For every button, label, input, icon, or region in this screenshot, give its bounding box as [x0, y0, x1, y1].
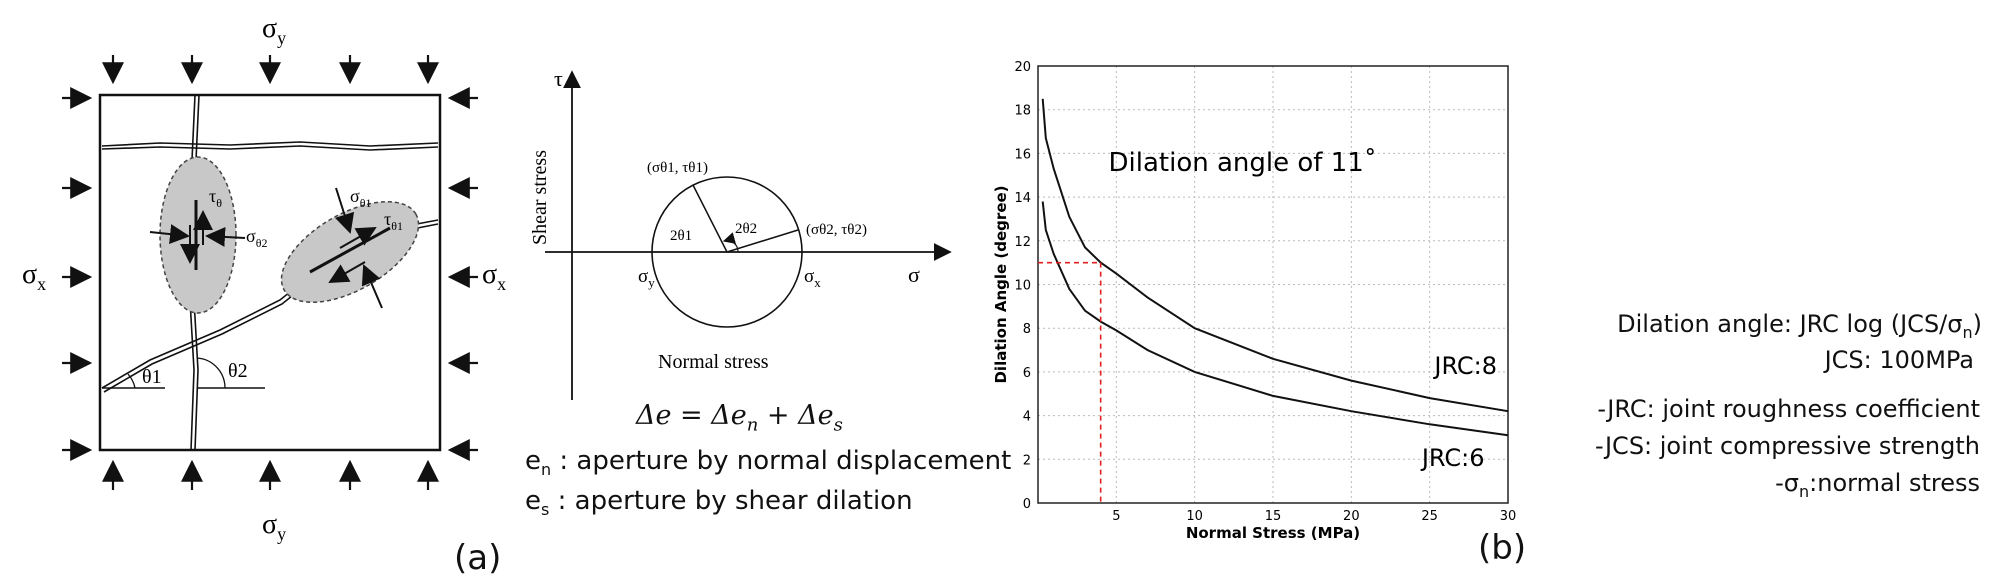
aperture-equation: Δe = Δen + Δes — [636, 400, 843, 436]
sigma-theta1-label: σθ1 — [350, 186, 371, 210]
mohr-circle-diagram: τ σ Shear stress Normal stress (σθ1, τθ1… — [529, 66, 952, 400]
x-tick-label: 10 — [1186, 509, 1203, 524]
y-tick-label: 14 — [1014, 191, 1031, 206]
x-tick-label: 20 — [1343, 509, 1360, 524]
definition-en: en : aperture by normal displacement — [525, 446, 1012, 480]
note-sigma-n: -σn:normal stress — [1775, 469, 1980, 501]
y-tick-label: 8 — [1023, 322, 1031, 337]
y-tick-label: 4 — [1023, 410, 1031, 425]
tau-theta-label: τθ — [209, 186, 222, 210]
chart-guide-lines — [1038, 261, 1102, 503]
angle1-label: 2θ1 — [670, 228, 692, 244]
shear-stress-label: Shear stress — [529, 150, 551, 245]
angle2-label: 2θ2 — [735, 221, 757, 237]
y-tick-label: 6 — [1023, 366, 1031, 381]
panel-b-label: (b) — [1478, 528, 1527, 568]
definition-es: es : aperture by shear dilation — [525, 486, 913, 520]
y-tick-label: 12 — [1014, 235, 1031, 250]
left-load-arrows — [62, 87, 93, 461]
normal-stress-label: Normal stress — [658, 351, 769, 373]
series-line-0 — [1041, 98, 1509, 413]
sigma-x-right-label: σx — [482, 259, 506, 294]
y-tick-label: 20 — [1014, 60, 1031, 75]
right-load-arrows — [447, 87, 478, 461]
chart-ticks: 5 10 15 20 25 30 0 2 4 6 8 10 12 14 16 18 20 — [1014, 60, 1516, 524]
x-tick-label: 30 — [1500, 509, 1517, 524]
x-tick-label: 25 — [1421, 509, 1438, 524]
rock-block — [98, 93, 442, 452]
y-tick-label: 16 — [1014, 147, 1031, 162]
top-load-arrows — [102, 55, 439, 85]
y-tick-label: 2 — [1023, 453, 1031, 468]
x-tick-label: 15 — [1265, 509, 1282, 524]
series-label-jrc8: JRC:8 — [1432, 352, 1497, 380]
x-axis-label: Normal Stress (MPa) — [1186, 524, 1360, 542]
sigma-y-point-label: σy — [638, 266, 655, 290]
chart-curves — [1041, 98, 1509, 437]
jcs-value-line: JCS: 100MPa — [1824, 346, 1974, 374]
note-jcs: -JCS: joint compressive strength — [1594, 432, 1980, 460]
dilation-annotation: Dilation angle of 11˚ — [1109, 148, 1377, 178]
point1-label: (σθ1, τθ1) — [647, 160, 708, 176]
formula-line: Dilation angle: JRC log (JCS/σn) — [1617, 310, 1982, 342]
y-axis-label: Dilation Angle (degree) — [992, 185, 1010, 383]
sigma-y-top-label: σy — [262, 13, 286, 48]
y-tick-label: 10 — [1014, 279, 1031, 294]
sigma-x-left-label: σx — [22, 259, 46, 294]
note-jrc: -JRC: joint roughness coefficient — [1597, 395, 1980, 423]
tau-theta1-label: τθ1 — [384, 209, 403, 233]
tau-axis-label: τ — [554, 66, 563, 91]
theta2-label: θ2 — [228, 360, 248, 382]
series-label-jrc6: JRC:6 — [1420, 444, 1485, 472]
rock-block-figure: σy σy σx σx τθ σθ2 σθ1 τθ1 θ1 θ2 — [22, 13, 506, 544]
series-line-1 — [1041, 201, 1509, 437]
sigma-y-bottom-label: σy — [262, 509, 286, 544]
bottom-load-arrows — [102, 459, 439, 490]
plot-frame — [1037, 65, 1509, 504]
point2-label: (σθ2, τθ2) — [806, 222, 867, 238]
element-ellipse-left — [159, 156, 237, 314]
sigma-theta2-label: σθ2 — [246, 226, 267, 250]
y-tick-label: 0 — [1023, 497, 1031, 512]
chart-axes — [1037, 65, 1509, 504]
chart-grid — [1038, 65, 1509, 504]
dilation-angle-chart: 5 10 15 20 25 30 0 2 4 6 8 10 12 14 16 18 20 Normal Stre… — [992, 60, 1516, 542]
theta1-label: θ1 — [142, 366, 162, 388]
mohr-circle — [651, 176, 803, 328]
sigma-axis-label: σ — [908, 262, 920, 287]
y-tick-label: 18 — [1014, 104, 1031, 119]
panel-a-label: (a) — [454, 538, 502, 578]
sigma-x-point-label: σx — [804, 266, 821, 290]
x-tick-label: 5 — [1112, 509, 1120, 524]
